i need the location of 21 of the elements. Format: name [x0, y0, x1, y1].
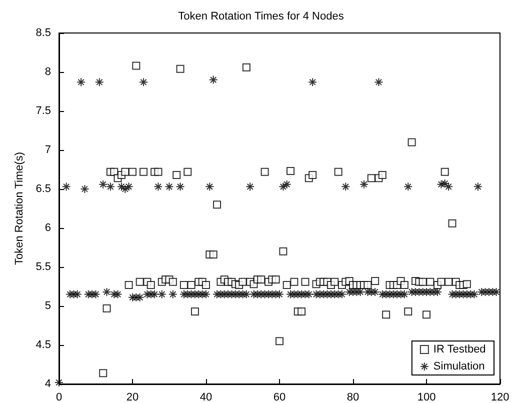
x-tick-label: 100 — [417, 392, 436, 403]
y-tick-label: 6 — [44, 222, 51, 234]
x-tick-label: 40 — [200, 392, 212, 403]
chart-title: Token Rotation Times for 4 Nodes — [178, 10, 344, 22]
y-axis-title: Token Rotation Time(s) — [13, 152, 26, 266]
y-tick-label: 7.5 — [36, 105, 51, 117]
x-tick-label: 80 — [346, 392, 360, 403]
x-tick-label: 20 — [126, 392, 139, 403]
y-tick-label: 8 — [44, 66, 51, 78]
legend-label: IR Testbed — [433, 344, 486, 356]
y-tick-label: 4 — [44, 378, 51, 390]
legend-label: Simulation — [433, 360, 485, 372]
y-tick-label: 8.5 — [36, 27, 51, 39]
x-tick-label: 60 — [273, 392, 286, 403]
y-tick-label: 7 — [44, 144, 51, 156]
y-tick-label: 5 — [44, 300, 51, 312]
y-tick-label: 6.5 — [36, 183, 51, 195]
x-tick-label: 120 — [490, 392, 510, 403]
y-tick-label: 5.5 — [36, 261, 51, 273]
y-tick-label: 4.5 — [36, 339, 51, 351]
x-tick-label: 0 — [56, 392, 62, 403]
